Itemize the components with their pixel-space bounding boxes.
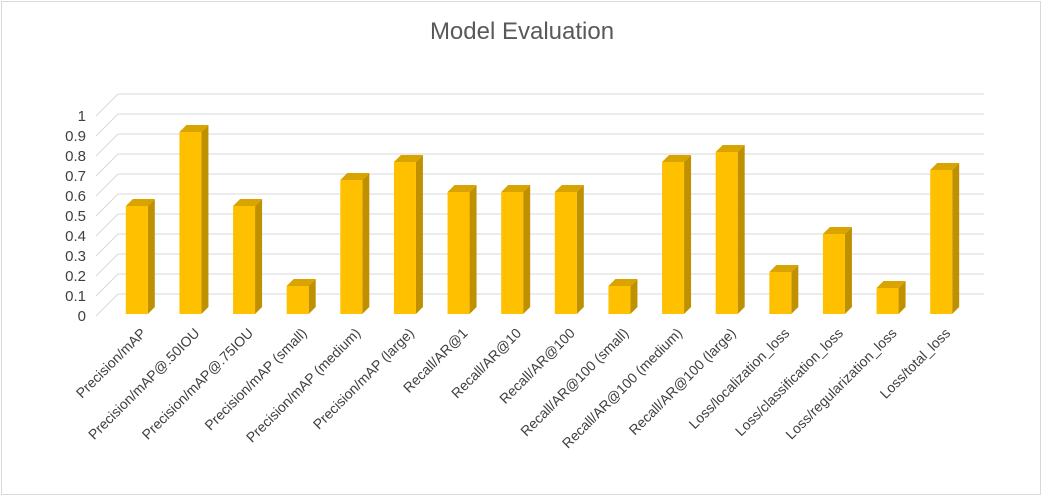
bar-top: [233, 199, 263, 206]
x-axis-labels: Precision/mAPPrecision/mAP@.50IOUPrecisi…: [73, 325, 954, 452]
bar-top: [715, 145, 745, 152]
bar-front: [286, 286, 309, 314]
bars: [125, 125, 960, 314]
bar: [179, 125, 209, 314]
bar: [876, 281, 906, 314]
gridline: [95, 273, 984, 297]
bar: [930, 163, 960, 314]
bar-top: [769, 265, 799, 272]
bar: [608, 279, 638, 314]
bar-side: [791, 265, 799, 314]
bar: [769, 265, 799, 314]
bar-side: [362, 173, 370, 314]
x-tick-label: Recall/AR@100 (large): [626, 325, 739, 438]
gridline: [95, 113, 984, 137]
bar-top: [125, 199, 155, 206]
bar: [393, 155, 423, 314]
bar-top: [876, 281, 906, 288]
gridline: [95, 253, 984, 277]
bar-side: [737, 145, 745, 314]
bar-side: [630, 279, 638, 314]
gridline: [95, 153, 984, 177]
gridline: [95, 233, 984, 257]
gridline: [95, 213, 984, 237]
y-tick-label: 0.3: [65, 248, 86, 265]
x-tick-label: Precision/mAP (small): [201, 325, 309, 433]
bar-side: [684, 155, 692, 314]
bar: [822, 227, 852, 314]
bar-front: [822, 234, 845, 314]
bar-front: [179, 132, 202, 314]
bar-top: [286, 279, 316, 286]
y-tick-label: 0.5: [65, 208, 86, 225]
bar-front: [393, 162, 416, 314]
bar: [125, 199, 155, 314]
bar-top: [447, 185, 477, 192]
bar: [501, 185, 531, 314]
bar-front: [608, 286, 631, 314]
bar: [447, 185, 477, 314]
y-tick-label: 0.8: [65, 148, 86, 165]
bar-side: [308, 279, 316, 314]
bar: [715, 145, 745, 314]
y-tick-label: 0.9: [65, 128, 86, 145]
bar-side: [844, 227, 852, 314]
bar-top: [608, 279, 638, 286]
bar-front: [125, 206, 148, 314]
x-tick-label: Loss/localization_loss: [685, 325, 792, 432]
bar-top: [179, 125, 209, 132]
bar: [554, 185, 584, 314]
y-tick-label: 0.7: [65, 168, 86, 185]
bar: [340, 173, 370, 314]
bar-front: [876, 288, 899, 314]
y-tick-label: 1: [78, 108, 86, 125]
y-tick-label: 0.1: [65, 288, 86, 305]
bar-side: [255, 199, 263, 314]
bar-front: [233, 206, 256, 314]
gridline: [95, 293, 984, 317]
x-tick-label: Loss/classification_loss: [732, 325, 846, 439]
bar: [662, 155, 692, 314]
y-axis-ticks: 0 0.1 0.2 0.3 0.4 0.5 0.6 0.7 0.8 0.9 1: [65, 108, 86, 325]
y-tick-label: 0.2: [65, 268, 86, 285]
gridlines: [95, 93, 984, 317]
bar-front: [769, 272, 792, 314]
bar-side: [576, 185, 584, 314]
bar: [286, 279, 316, 314]
bar-top: [554, 185, 584, 192]
bar-top: [340, 173, 370, 180]
bar-top: [393, 155, 423, 162]
bar-side: [415, 155, 423, 314]
bar-front: [930, 170, 953, 314]
bar: [233, 199, 263, 314]
bar-top: [501, 185, 531, 192]
bar-side: [147, 199, 155, 314]
gridline: [95, 173, 984, 197]
x-tick-label: Recall/AR@100 (small): [517, 325, 631, 439]
bar-front: [447, 192, 470, 314]
x-tick-label: Precision/mAP (large): [310, 325, 417, 432]
bar-side: [952, 163, 960, 314]
bar-top: [822, 227, 852, 234]
bar-side: [898, 281, 906, 314]
bar-top: [662, 155, 692, 162]
bar-front: [501, 192, 524, 314]
chart-title: Model Evaluation: [429, 18, 615, 45]
y-tick-label: 0.6: [65, 188, 86, 205]
bar-front: [662, 162, 685, 314]
bar-top: [930, 163, 960, 170]
y-tick-label: 0.4: [65, 228, 86, 245]
gridline: [95, 133, 984, 157]
bar-front: [554, 192, 577, 314]
bar-front: [340, 180, 363, 314]
y-tick-label: 0: [78, 308, 86, 325]
bar-side: [469, 185, 477, 314]
bar-side: [523, 185, 531, 314]
gridline: [95, 93, 984, 117]
bar-front: [715, 152, 738, 314]
gridline: [95, 193, 984, 217]
bar-side: [201, 125, 209, 314]
